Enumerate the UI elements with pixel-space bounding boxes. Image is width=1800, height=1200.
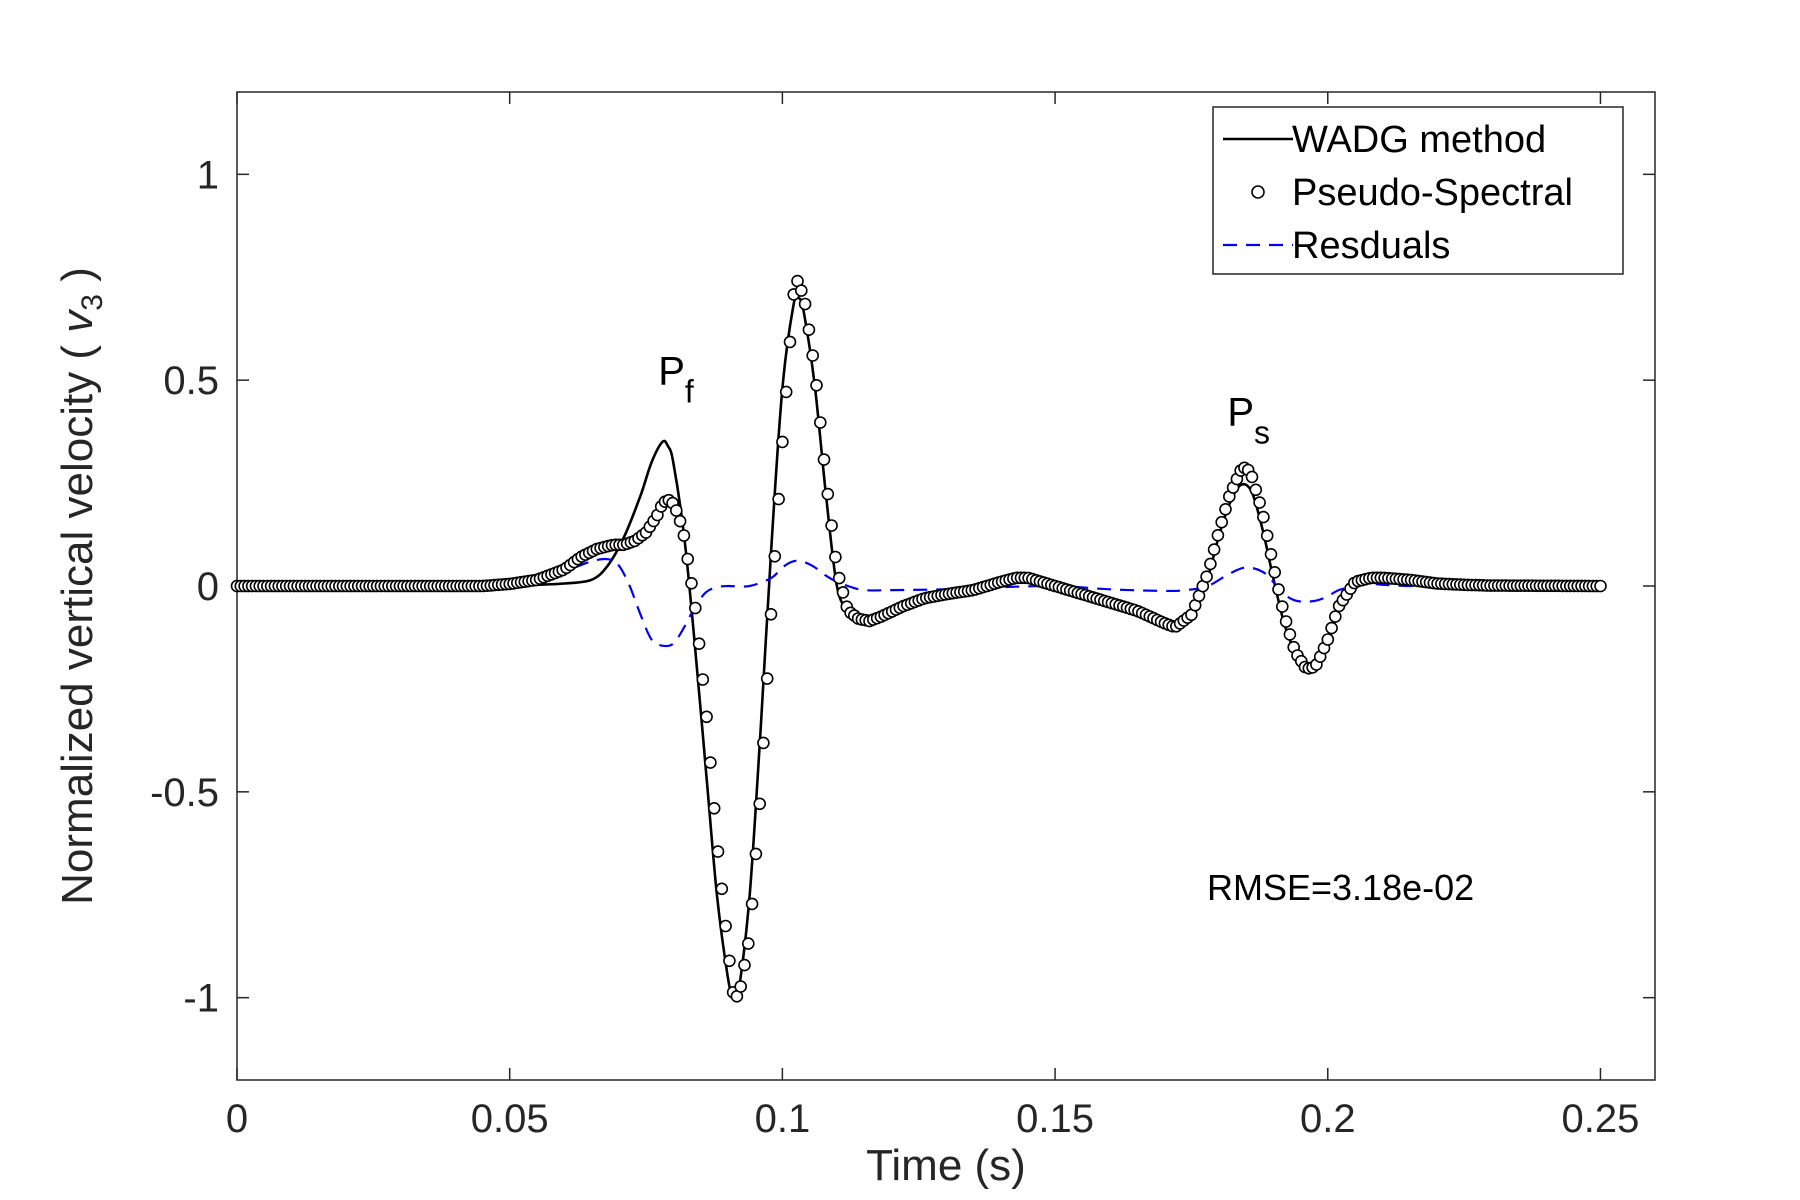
- annotations: Pf Ps: [658, 349, 1270, 450]
- data-point: [753, 797, 767, 811]
- data-point: [1264, 547, 1278, 561]
- data-point: [776, 435, 789, 449]
- legend-label: WADG method: [1292, 119, 1546, 161]
- data-point: [813, 416, 827, 429]
- data-point: [794, 284, 808, 297]
- data-point: [1215, 515, 1228, 529]
- data-point: [669, 504, 683, 517]
- data-point: [741, 937, 755, 950]
- data-point: [757, 736, 770, 750]
- data-point: [806, 349, 820, 362]
- data-point: [832, 571, 846, 585]
- x-tick-label: 0.05: [471, 1097, 549, 1141]
- data-point: [1276, 600, 1289, 613]
- data-point: [1594, 579, 1607, 593]
- data-point: [760, 672, 774, 685]
- data-point: [829, 550, 842, 564]
- data-point: [1245, 470, 1259, 484]
- data-point: [711, 845, 725, 858]
- annotation-sub: f: [685, 373, 694, 409]
- data-point: [1268, 565, 1281, 579]
- data-point: [798, 297, 812, 311]
- y-tick-label: 1: [197, 153, 219, 197]
- data-point: [810, 378, 823, 392]
- data-point: [1283, 628, 1297, 641]
- data-point: [1325, 621, 1338, 635]
- data-point: [1211, 528, 1225, 542]
- data-point: [715, 882, 729, 896]
- legend-box: [1212, 106, 1624, 275]
- data-point: [681, 552, 695, 566]
- data-point: [779, 385, 793, 399]
- data-point: [1200, 570, 1213, 584]
- data-point: [673, 514, 687, 528]
- data-point: [719, 919, 732, 933]
- data-point: [704, 756, 717, 769]
- data-point: [1207, 543, 1221, 556]
- y-tick-label: -0.5: [150, 771, 219, 815]
- data-point: [817, 453, 831, 466]
- data-point: [768, 549, 782, 563]
- legend-label: Resduals: [1292, 225, 1450, 267]
- data-point: [707, 801, 721, 815]
- x-tick-label: 0.1: [755, 1097, 811, 1141]
- data-point: [1249, 483, 1263, 497]
- wave-annotation: Ps: [1227, 390, 1270, 450]
- data-point: [764, 607, 778, 621]
- y-axis-label-close: ): [53, 267, 102, 294]
- wave-annotation: Pf: [658, 349, 694, 409]
- y-axis-label: Normalized vertical velocity ( v3 ): [53, 267, 109, 905]
- data-point: [1272, 583, 1285, 596]
- x-tick-label: 0.25: [1562, 1097, 1640, 1141]
- series-line-residuals: [236, 557, 1601, 648]
- data-point: [1253, 496, 1266, 509]
- data-point: [749, 847, 763, 861]
- y-axis-label-sub: 3: [76, 294, 109, 311]
- data-point: [1321, 633, 1335, 646]
- data-point: [1329, 610, 1342, 623]
- data-point: [1219, 502, 1232, 516]
- data-point: [738, 958, 751, 972]
- x-tick-label: 0.15: [1016, 1097, 1094, 1141]
- annotation-sub: s: [1254, 414, 1270, 450]
- data-point: [1260, 529, 1274, 543]
- data-point: [1257, 510, 1270, 524]
- x-axis-label: Time (s): [866, 1141, 1026, 1190]
- data-point: [783, 335, 797, 349]
- x-tick-label: 0.2: [1300, 1097, 1356, 1141]
- data-point: [688, 601, 702, 615]
- data-point: [825, 519, 838, 532]
- data-point: [692, 637, 706, 651]
- data-point: [1204, 557, 1217, 571]
- data-point: [677, 529, 691, 542]
- y-tick-label: 0.5: [163, 359, 219, 403]
- annotation-main: P: [1227, 390, 1254, 434]
- data-point: [696, 673, 710, 686]
- y-tick-label: 0: [197, 565, 219, 609]
- annotation-main: P: [658, 349, 685, 393]
- data-point: [723, 954, 736, 968]
- series-layer: [230, 274, 1607, 1003]
- data-point: [734, 980, 748, 993]
- y-axis-label-main: Normalized vertical velocity (: [53, 333, 102, 905]
- data-point: [745, 897, 759, 911]
- data-point: [1279, 615, 1293, 628]
- series-markers-pseudo-spectral: [230, 274, 1607, 1003]
- data-point: [685, 576, 698, 590]
- legend-label: Pseudo-Spectral: [1292, 172, 1573, 214]
- data-point: [836, 586, 850, 599]
- data-point: [821, 487, 835, 501]
- data-point: [700, 710, 713, 724]
- x-tick-label: 0: [226, 1097, 248, 1141]
- data-point: [802, 323, 816, 337]
- tick-labels: 0 0.05 0.1 0.15 0.2 0.25 -1 -0.5 0 0.5 1: [150, 153, 1639, 1141]
- legend: WADG method Pseudo-Spectral Resduals: [1212, 106, 1624, 275]
- y-axis-label-var: v: [53, 308, 102, 333]
- data-point: [772, 492, 785, 506]
- y-tick-label: -1: [183, 977, 219, 1021]
- legend-swatch: [1251, 185, 1265, 199]
- rmse-annotation: RMSE=3.18e-02: [1207, 867, 1474, 908]
